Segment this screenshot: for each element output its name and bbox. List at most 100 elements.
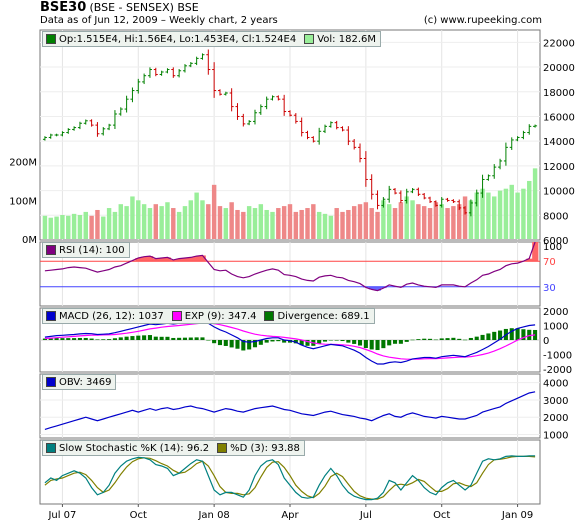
volume-bar — [101, 216, 106, 239]
price-tick-label: 8000 — [543, 211, 568, 222]
volume-bar — [451, 206, 456, 239]
volume-bar — [328, 215, 334, 239]
volume-tick-label: 0M — [22, 235, 37, 246]
divergence-bar — [159, 336, 164, 340]
divergence-bar — [60, 338, 65, 340]
divergence-bar — [422, 338, 427, 340]
volume-bar — [421, 206, 427, 239]
divergence-bar — [357, 340, 363, 346]
volume-bar — [171, 208, 176, 239]
volume-bar — [357, 204, 363, 239]
rsi-overbought-fill — [526, 258, 533, 262]
rsi-line — [44, 241, 536, 292]
divergence-bar — [247, 340, 252, 350]
volume-bar — [246, 206, 252, 239]
stoch-k-legend-swatch — [46, 443, 56, 453]
rsi-tick-label: 100 — [543, 242, 562, 253]
divergence-bar — [229, 340, 234, 348]
price-tick-label: 12000 — [543, 162, 575, 173]
volume-bar — [95, 209, 100, 239]
divergence-bar — [398, 340, 403, 344]
volume-bar — [276, 208, 281, 239]
divergence-bar — [153, 336, 158, 340]
volume-bar — [340, 211, 345, 239]
volume-bar — [416, 204, 421, 239]
volume-bar — [42, 215, 48, 239]
price-tick-label: 22000 — [543, 38, 575, 49]
volume-bar — [252, 208, 258, 239]
divergence-bar — [392, 340, 398, 344]
volume-bar — [316, 211, 322, 239]
stoch-d-line — [44, 455, 536, 500]
volume-bar — [60, 215, 65, 239]
x-tick-label: Jul — [359, 510, 372, 520]
divergence-bar — [142, 335, 147, 340]
volume-bar — [311, 204, 316, 239]
volume-bar — [492, 196, 497, 239]
rsi-overbought-fill — [135, 258, 142, 262]
divergence-bar — [328, 340, 333, 341]
obv-legend: OBV: 3469 — [42, 374, 117, 390]
divergence-bar — [439, 338, 444, 340]
divergence-bar — [346, 340, 351, 343]
rsi-overbought-fill — [532, 242, 539, 262]
divergence-bar — [340, 340, 345, 342]
divergence-legend-text: Divergence: 689.1 — [277, 310, 370, 322]
volume-bar — [433, 202, 439, 239]
volume-bar — [153, 204, 159, 239]
rsi-tick-label: 30 — [543, 283, 556, 294]
volume-bar — [106, 208, 112, 239]
volume-bar — [305, 208, 310, 239]
divergence-bar — [468, 337, 473, 340]
volume-bar — [346, 209, 351, 239]
macd-legend: MACD (26, 12): 1037 EXP (9): 347.4 Diver… — [42, 308, 375, 324]
divergence-bar — [206, 340, 211, 341]
rsi-legend-text: RSI (14): 100 — [59, 244, 125, 256]
rsi-oversold-fill — [374, 286, 381, 291]
volume-bar — [147, 208, 153, 239]
divergence-bar — [252, 340, 258, 348]
macd-tick-label: 2000 — [543, 307, 568, 318]
x-tick-label: Jan 08 — [197, 510, 229, 520]
volume-bar — [194, 192, 199, 239]
volume-bar — [445, 208, 450, 239]
volume-bar — [474, 192, 479, 239]
volume-bar — [351, 206, 357, 239]
symbol-name: (BSE - SENSEX) BSE — [89, 1, 199, 14]
volume-bar — [71, 213, 77, 239]
divergence-bar — [171, 337, 176, 340]
macd-tick-label: -1000 — [543, 351, 572, 362]
rsi-overbought-fill — [164, 257, 171, 262]
x-tick-label: Oct — [433, 510, 450, 520]
volume-bar — [375, 211, 380, 239]
divergence-bar — [363, 340, 368, 348]
divergence-bar — [147, 335, 152, 340]
ohlc-legend-text: Op:1.515E4, Hi:1.56E4, Lo:1.453E4, Cl:1.… — [59, 33, 297, 45]
rsi-legend-swatch — [46, 245, 56, 255]
price-tick-label: 18000 — [543, 88, 575, 99]
divergence-bar — [42, 338, 47, 340]
divergence-bar — [72, 338, 77, 340]
volume-bar — [281, 206, 287, 239]
divergence-bar — [334, 340, 339, 341]
rsi-overbought-fill — [152, 258, 160, 262]
volume-bar — [334, 208, 339, 239]
divergence-bar — [235, 340, 240, 349]
volume-bar — [270, 211, 275, 239]
divergence-bar — [136, 335, 141, 340]
divergence-bar — [95, 339, 100, 340]
divergence-bar — [101, 339, 106, 340]
divergence-bar — [66, 338, 71, 340]
divergence-bar — [241, 340, 246, 351]
vol-legend-swatch — [304, 34, 315, 44]
volume-bar — [462, 196, 468, 239]
volume-bar — [77, 215, 83, 239]
rsi-overbought-fill — [158, 258, 165, 262]
divergence-bar — [521, 329, 526, 340]
divergence-bar — [299, 340, 304, 346]
divergence-bar — [410, 339, 415, 341]
volume-bar — [398, 202, 404, 239]
divergence-bar — [322, 340, 328, 342]
chart-subtitle: Data as of Jun 12, 2009 – Weekly chart, … — [40, 15, 278, 26]
obv-tick-label: 1000 — [543, 431, 568, 442]
